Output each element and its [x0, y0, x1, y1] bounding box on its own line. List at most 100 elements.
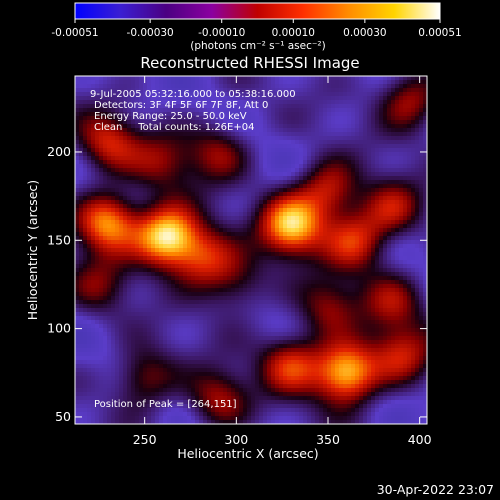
- heatmap-cell: [319, 136, 324, 141]
- heatmap-cell: [207, 232, 212, 237]
- heatmap-cell: [239, 152, 244, 157]
- heatmap-cell: [327, 180, 332, 185]
- heatmap-cell: [107, 216, 112, 221]
- heatmap-cell: [395, 188, 400, 193]
- heatmap-cell: [155, 184, 160, 189]
- heatmap-cell: [223, 124, 228, 129]
- heatmap-cell: [171, 128, 176, 133]
- heatmap-cell: [307, 188, 312, 193]
- heatmap-cell: [191, 100, 196, 105]
- heatmap-cell: [111, 84, 116, 89]
- heatmap-cell: [103, 220, 108, 225]
- heatmap-cell: [227, 248, 232, 253]
- heatmap-cell: [75, 144, 80, 149]
- heatmap-cell: [95, 296, 100, 301]
- heatmap-cell: [387, 176, 392, 181]
- heatmap-cell: [347, 88, 352, 93]
- heatmap-cell: [347, 120, 352, 125]
- heatmap-cell: [95, 252, 100, 257]
- heatmap-cell: [135, 176, 140, 181]
- heatmap-cell: [135, 104, 140, 109]
- heatmap-cell: [115, 120, 120, 125]
- heatmap-cell: [115, 288, 120, 293]
- heatmap-cell: [339, 172, 344, 177]
- heatmap-cell: [79, 204, 84, 209]
- heatmap-cell: [335, 188, 340, 193]
- heatmap-cell: [227, 224, 232, 229]
- heatmap-cell: [171, 184, 176, 189]
- heatmap-cell: [167, 180, 172, 185]
- heatmap-cell: [111, 240, 116, 245]
- heatmap-cell: [191, 128, 196, 133]
- heatmap-cell: [339, 288, 344, 293]
- heatmap-cell: [247, 296, 252, 301]
- heatmap-cell: [259, 84, 264, 89]
- heatmap-cell: [207, 120, 212, 125]
- heatmap-cell: [379, 84, 384, 89]
- heatmap-cell: [335, 152, 340, 157]
- heatmap-cell: [343, 236, 348, 241]
- heatmap-cell: [287, 192, 292, 197]
- heatmap-cell: [123, 128, 128, 133]
- heatmap-cell: [335, 240, 340, 245]
- heatmap-cell: [139, 136, 144, 141]
- heatmap-cell: [419, 136, 424, 141]
- heatmap-cell: [343, 260, 348, 265]
- heatmap-cell: [87, 116, 92, 121]
- heatmap-cell: [223, 132, 228, 137]
- heatmap-cell: [359, 120, 364, 125]
- heatmap-cell: [199, 128, 204, 133]
- heatmap-cell: [103, 80, 108, 85]
- heatmap-cell: [259, 200, 264, 205]
- heatmap-cell: [143, 128, 148, 133]
- heatmap-cell: [271, 300, 276, 305]
- heatmap-cell: [247, 280, 252, 285]
- heatmap-cell: [263, 88, 268, 93]
- heatmap-cell: [223, 292, 228, 297]
- heatmap-cell: [143, 88, 148, 93]
- heatmap-cell: [319, 156, 324, 161]
- heatmap-cell: [311, 280, 316, 285]
- heatmap-cell: [383, 236, 388, 241]
- heatmap-cell: [151, 164, 156, 169]
- heatmap-cell: [139, 188, 144, 193]
- heatmap-cell: [315, 288, 320, 293]
- heatmap-cell: [335, 164, 340, 169]
- heatmap-cell: [123, 236, 128, 241]
- heatmap-cell: [107, 180, 112, 185]
- heatmap-cell: [227, 292, 232, 297]
- heatmap-cell: [347, 136, 352, 141]
- heatmap-cell: [403, 208, 408, 213]
- heatmap-cell: [299, 260, 304, 265]
- heatmap-cell: [151, 172, 156, 177]
- heatmap-cell: [215, 256, 220, 261]
- heatmap-cell: [335, 272, 340, 277]
- heatmap-cell: [79, 196, 84, 201]
- heatmap-cell: [123, 252, 128, 257]
- heatmap-cell: [279, 292, 284, 297]
- heatmap-cell: [383, 160, 388, 165]
- heatmap-cell: [139, 208, 144, 213]
- heatmap-cell: [135, 212, 140, 217]
- heatmap-cell: [403, 156, 408, 161]
- heatmap-cell: [375, 120, 380, 125]
- heatmap-cell: [195, 100, 200, 105]
- heatmap-cell: [275, 264, 280, 269]
- heatmap-cell: [143, 228, 148, 233]
- heatmap-cell: [399, 160, 404, 165]
- heatmap-cell: [239, 284, 244, 289]
- heatmap-cell: [255, 232, 260, 237]
- heatmap-cell: [195, 224, 200, 229]
- heatmap-cell: [87, 160, 92, 165]
- heatmap-cell: [195, 212, 200, 217]
- heatmap-cell: [267, 216, 272, 221]
- heatmap-cell: [291, 76, 296, 81]
- heatmap-cell: [175, 196, 180, 201]
- heatmap-cell: [383, 148, 388, 153]
- heatmap-cell: [403, 288, 408, 293]
- heatmap-cell: [235, 184, 240, 189]
- heatmap-cell: [347, 252, 352, 257]
- heatmap-cell: [403, 128, 408, 133]
- heatmap-cell: [403, 260, 408, 265]
- heatmap-cell: [283, 112, 288, 117]
